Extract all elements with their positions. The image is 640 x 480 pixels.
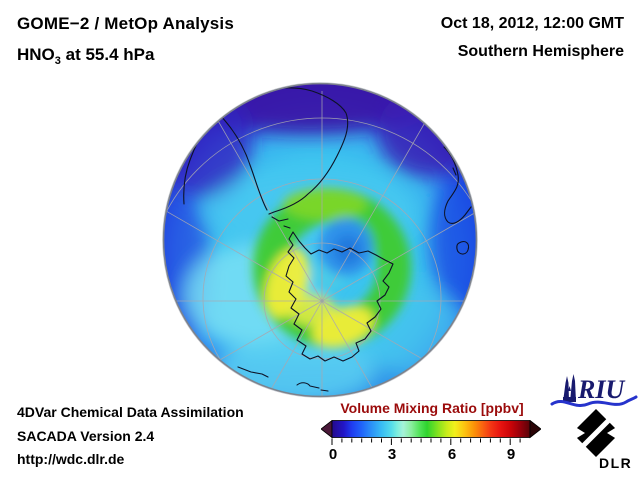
credit-url: http://wdc.dlr.de	[17, 451, 125, 467]
colorbar-overflow-arrow	[529, 420, 541, 439]
colorbar-tick-label-9: 9	[506, 446, 516, 463]
globe-rim	[162, 82, 478, 398]
map-field	[163, 83, 477, 397]
riu-wordmark: RIU	[577, 375, 625, 404]
riu-logo: RIU	[550, 374, 638, 407]
hemisphere-label: Southern Hemisphere	[457, 43, 624, 60]
colorbar-tick-label-0: 0	[328, 446, 338, 463]
species-level: at 55.4 hPa	[60, 45, 155, 64]
hemisphere-map-svg	[162, 82, 478, 398]
colorbar-ticks	[331, 438, 521, 445]
dlr-wordmark: DLR	[599, 455, 632, 471]
rhine-wave-icon	[550, 395, 638, 407]
species-subscript: 3	[54, 55, 61, 67]
colorbar-title: Volume Mixing Ratio [ppbv]	[340, 400, 524, 416]
species-name: HNO	[17, 45, 55, 64]
colorbar-tick-label-3: 3	[387, 446, 397, 463]
cologne-cathedral-icon	[563, 374, 576, 402]
dlr-logo: DLR	[568, 409, 632, 471]
colorbar-tick-label-6: 6	[447, 446, 457, 463]
credit-version: SACADA Version 2.4	[17, 428, 155, 444]
colorbar-underflow-arrow	[321, 420, 333, 439]
hemisphere-map	[160, 80, 480, 400]
datetime-label: Oct 18, 2012, 12:00 GMT	[440, 15, 624, 32]
species-level-title: HNO3 at 55.4 hPa	[17, 45, 154, 67]
colorbar	[321, 420, 541, 445]
credit-assimilation: 4DVar Chemical Data Assimilation	[17, 404, 244, 420]
dlr-emblem-icon	[568, 409, 624, 461]
product-title: GOME−2 / MetOp Analysis	[17, 14, 235, 33]
colorbar-gradient	[331, 420, 531, 438]
